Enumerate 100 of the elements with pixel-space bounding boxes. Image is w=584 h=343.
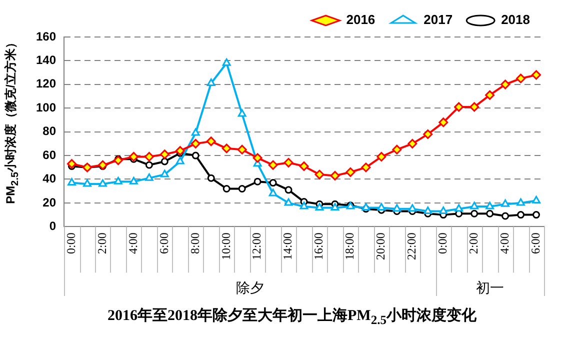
point [128, 152, 138, 162]
point [284, 158, 294, 168]
legend-label: 2018 [501, 12, 530, 28]
y-tick-label: 80 [42, 124, 56, 138]
point [517, 211, 525, 219]
point [206, 136, 216, 146]
y-tick-label: 120 [36, 76, 56, 91]
x-tick-label: 6:00 [156, 232, 171, 254]
point [252, 153, 262, 163]
point [470, 202, 479, 210]
point [330, 170, 340, 180]
point [314, 170, 324, 180]
point [502, 212, 510, 220]
legend-label: 2016 [346, 12, 376, 28]
point [392, 144, 402, 154]
legend-label: 2017 [424, 12, 453, 28]
point [454, 204, 464, 212]
point [222, 184, 230, 192]
point [114, 176, 122, 184]
point [98, 179, 107, 187]
point [144, 173, 154, 181]
point [269, 179, 277, 187]
point [362, 202, 370, 210]
point [160, 150, 170, 160]
point [408, 204, 417, 212]
point [532, 196, 540, 204]
point [190, 138, 200, 148]
point [222, 58, 231, 66]
point [439, 206, 448, 214]
point [454, 102, 464, 112]
point [206, 78, 216, 86]
point [67, 159, 77, 169]
x-tick-label: 0:00 [64, 232, 78, 254]
x-tick-label: 10:00 [218, 232, 233, 260]
text: 除夕 [236, 280, 264, 296]
point [129, 176, 138, 184]
y-tick-label: 60 [42, 148, 56, 162]
point [83, 179, 92, 187]
point [424, 206, 432, 214]
point [222, 144, 232, 154]
x-tick-label: 8:00 [188, 232, 202, 254]
point [392, 204, 402, 212]
point [500, 80, 510, 90]
x-tick-label: 18:00 [342, 232, 357, 260]
point [408, 138, 418, 148]
x-tick-label: 4:00 [497, 232, 512, 254]
point [330, 202, 340, 210]
x-tick-label: 12:00 [250, 232, 264, 260]
point [284, 198, 293, 206]
point [300, 202, 308, 210]
y-tick-label: 40 [42, 172, 56, 186]
point [160, 170, 169, 178]
point [254, 178, 262, 186]
point [516, 198, 525, 206]
point [438, 118, 448, 128]
point [376, 152, 386, 162]
point [191, 128, 200, 136]
point [470, 102, 480, 112]
y-tick-label: 0 [49, 218, 56, 233]
x-tick-label: 14:00 [280, 232, 295, 260]
x-tick-label: 2:00 [94, 232, 109, 254]
x-tick-label: 20:00 [374, 232, 388, 260]
point [268, 188, 278, 196]
point [160, 158, 168, 166]
text: 初一 [476, 280, 504, 296]
point [486, 202, 494, 210]
y-tick-label: 100 [36, 100, 56, 114]
point [175, 146, 185, 156]
x-tick-label: 22:00 [404, 232, 419, 260]
point [485, 90, 495, 100]
point [284, 186, 292, 194]
point [237, 144, 247, 154]
y-tick-label: 20 [42, 195, 56, 210]
point [207, 174, 215, 182]
x-tick-label: 16:00 [312, 232, 326, 260]
point [145, 161, 153, 169]
point [68, 178, 76, 186]
x-tick-label: 4:00 [126, 232, 140, 254]
point [361, 162, 371, 172]
point [238, 184, 246, 192]
point [532, 211, 540, 219]
point [268, 160, 278, 170]
x-tick-label: 2:00 [466, 232, 480, 254]
point [192, 152, 200, 160]
point [238, 109, 246, 117]
point [113, 156, 123, 166]
y-tick-label: 160 [36, 29, 56, 44]
point [501, 199, 510, 207]
point [144, 152, 154, 162]
text: 2016年至2018年除夕至大年初一上海PM$_{2.5}$小时浓度变化 [106, 306, 478, 328]
point [532, 70, 542, 80]
point [299, 161, 309, 171]
point [486, 210, 494, 218]
point [516, 74, 526, 84]
y-tick-label: 140 [36, 53, 56, 68]
point [176, 156, 184, 164]
x-tick-label: 6:00 [528, 232, 542, 254]
point [470, 210, 478, 218]
point [346, 167, 356, 177]
point [315, 202, 324, 210]
